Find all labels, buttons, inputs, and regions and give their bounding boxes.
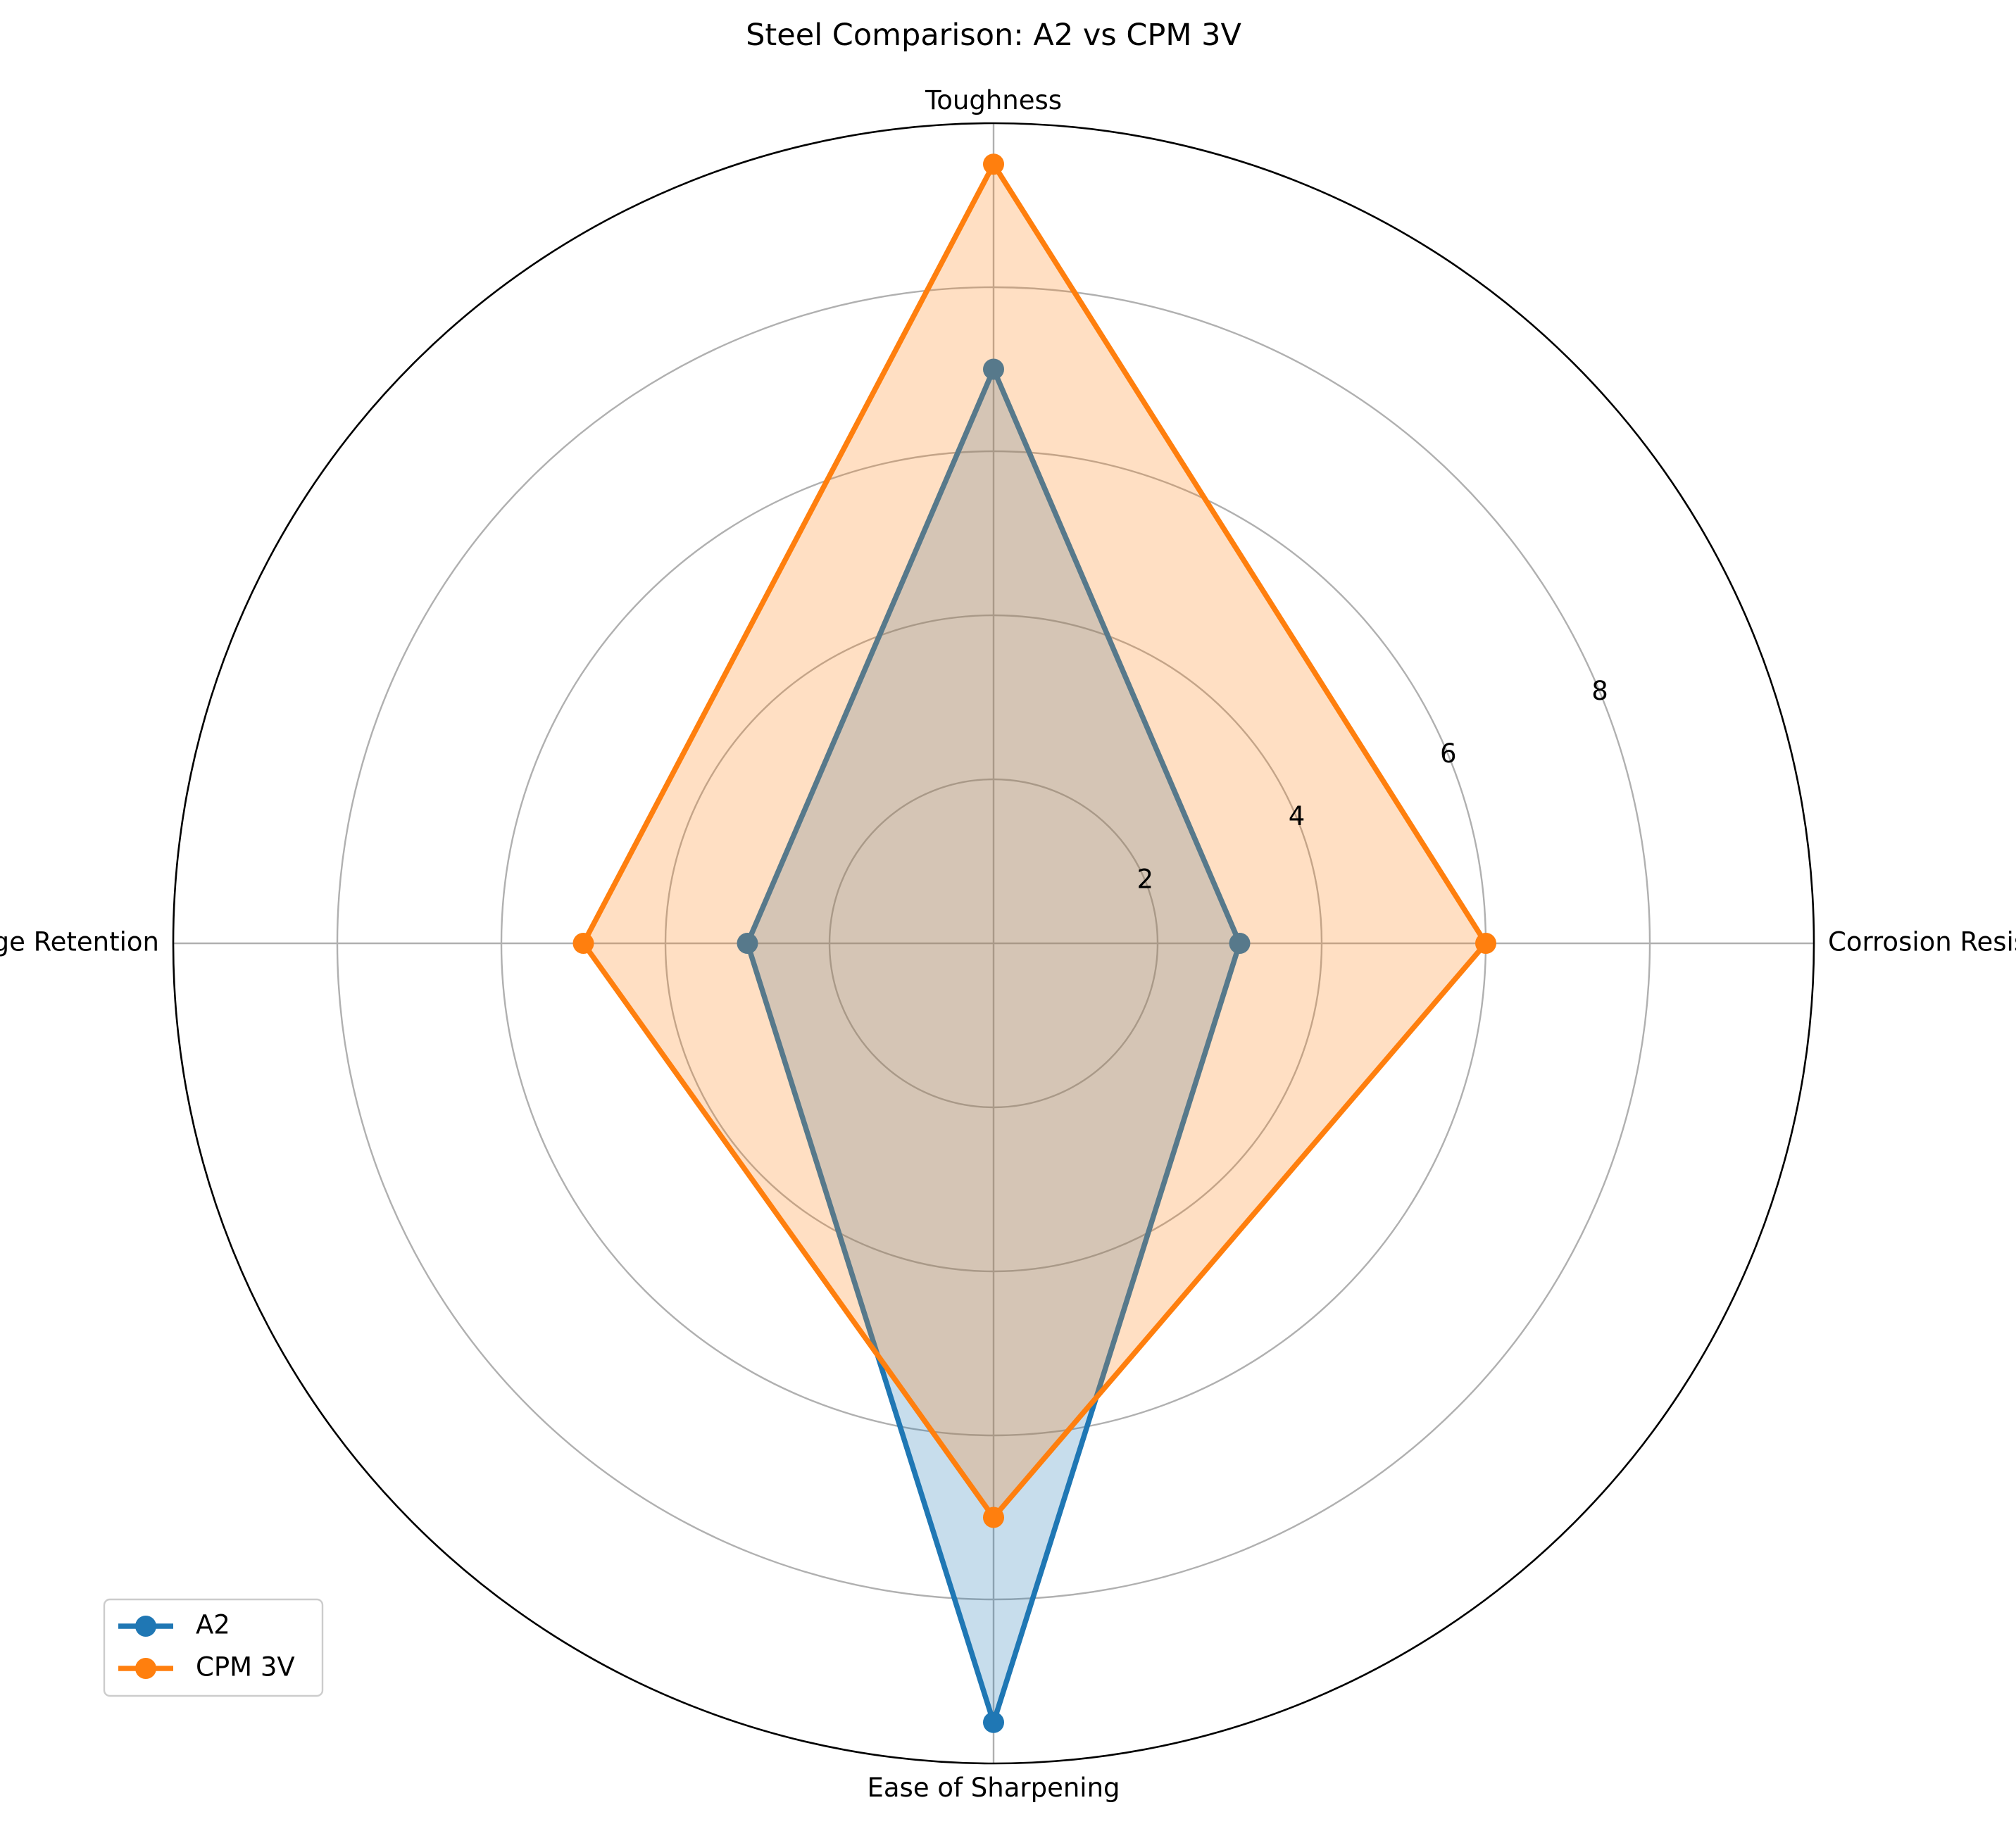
category-label-1: Toughness — [925, 85, 1062, 115]
series-layer — [572, 153, 1496, 1733]
series-0-point-1 — [983, 358, 1004, 380]
r-tick-label-0: 2 — [1137, 864, 1153, 894]
r-tick-label-3: 8 — [1591, 676, 1608, 706]
legend: A2 CPM 3V — [103, 1598, 324, 1697]
series-0-point-2 — [737, 933, 758, 954]
series-1-point-1 — [983, 153, 1004, 175]
legend-marker-1 — [135, 1658, 156, 1679]
series-1-point-3 — [983, 1507, 1004, 1528]
series-fill-0 — [747, 369, 1240, 1723]
series-fill-1 — [583, 164, 1486, 1518]
series-1-point-2 — [572, 933, 594, 954]
series-1-point-0 — [1475, 933, 1496, 954]
r-tick-label-2: 6 — [1440, 738, 1457, 769]
r-tick-label-1: 4 — [1289, 801, 1306, 831]
label-layer: Corrosion Resistance Toughness Edge Retent… — [0, 85, 2016, 1803]
series-0-point-3 — [983, 1711, 1004, 1733]
legend-label-0: A2 — [196, 1610, 230, 1640]
outer-frame — [172, 122, 1815, 1765]
category-label-0: Corrosion Resistance — [1828, 927, 2016, 957]
legend-marker-0 — [135, 1616, 156, 1637]
legend-label-1: CPM 3V — [196, 1652, 295, 1683]
category-label-2: Edge Retention — [0, 927, 159, 957]
series-0-point-0 — [1229, 933, 1251, 954]
chart-title: Steel Comparison: A2 vs CPM 3V — [746, 18, 1241, 53]
category-label-3: Ease of Sharpening — [867, 1773, 1120, 1803]
